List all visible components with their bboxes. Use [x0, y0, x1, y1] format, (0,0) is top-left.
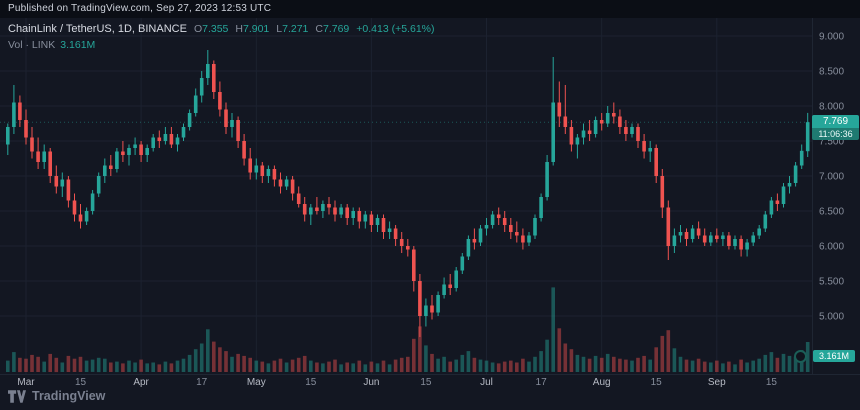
- volume-legend-value: 3.161M: [60, 39, 96, 51]
- svg-text:Jul: Jul: [480, 377, 493, 388]
- svg-text:Jun: Jun: [363, 377, 379, 388]
- ohlc-low: L 7.271: [276, 23, 309, 35]
- symbol-title[interactable]: ChainLink / TetherUS, 1D, BINANCE: [8, 23, 187, 35]
- volume-row: Vol · LINK 3.161M: [8, 39, 435, 51]
- svg-text:15: 15: [75, 377, 87, 388]
- ohlc-row: ChainLink / TetherUS, 1D, BINANCE O 7.355…: [8, 23, 435, 35]
- volume-legend-label: Vol · LINK: [8, 39, 56, 51]
- ohlc-open: O 7.355: [193, 23, 229, 35]
- tradingview-logo-icon: [8, 389, 26, 403]
- svg-text:15: 15: [305, 377, 317, 388]
- svg-text:May: May: [247, 377, 266, 388]
- svg-text:5.500: 5.500: [819, 277, 844, 288]
- ohlc-high: H 7.901: [235, 23, 270, 35]
- author-avatar[interactable]: [794, 350, 807, 363]
- time-scale[interactable]: [0, 375, 812, 391]
- svg-text:17: 17: [196, 377, 208, 388]
- symbol-legend[interactable]: ChainLink / TetherUS, 1D, BINANCE O 7.355…: [8, 23, 435, 51]
- svg-text:6.000: 6.000: [819, 242, 844, 253]
- bar-countdown: 11:06:36: [812, 128, 859, 140]
- svg-text:Aug: Aug: [593, 377, 611, 388]
- publish-bar: Published on TradingView.com, Sep 27, 20…: [0, 0, 860, 18]
- svg-text:5.000: 5.000: [819, 312, 844, 323]
- svg-text:15: 15: [651, 377, 663, 388]
- footer[interactable]: TradingView: [8, 389, 105, 403]
- svg-text:15: 15: [766, 377, 778, 388]
- publish-text: Published on TradingView.com, Sep 27, 20…: [8, 3, 272, 14]
- svg-text:Sep: Sep: [708, 377, 726, 388]
- last-price-value: 7.769: [812, 115, 859, 128]
- svg-text:7.000: 7.000: [819, 172, 844, 183]
- price-scale[interactable]: [812, 18, 860, 374]
- price-change: +0.413 (+5.61%): [356, 23, 435, 35]
- svg-text:9.000: 9.000: [819, 32, 844, 43]
- svg-text:8.000: 8.000: [819, 102, 844, 113]
- price-scale-separator: [812, 18, 813, 374]
- time-scale-separator: [0, 374, 860, 375]
- ohlc-close: C 7.769: [315, 23, 350, 35]
- svg-text:Apr: Apr: [133, 377, 149, 388]
- svg-text:6.500: 6.500: [819, 207, 844, 218]
- volume-axis-badge: 3.161M: [813, 350, 855, 362]
- svg-text:15: 15: [420, 377, 432, 388]
- svg-text:8.500: 8.500: [819, 67, 844, 78]
- footer-brand: TradingView: [32, 389, 106, 403]
- svg-text:17: 17: [536, 377, 548, 388]
- last-price-label: 7.769 11:06:36: [812, 115, 859, 140]
- svg-text:Mar: Mar: [17, 377, 35, 388]
- svg-text:7.500: 7.500: [819, 137, 844, 148]
